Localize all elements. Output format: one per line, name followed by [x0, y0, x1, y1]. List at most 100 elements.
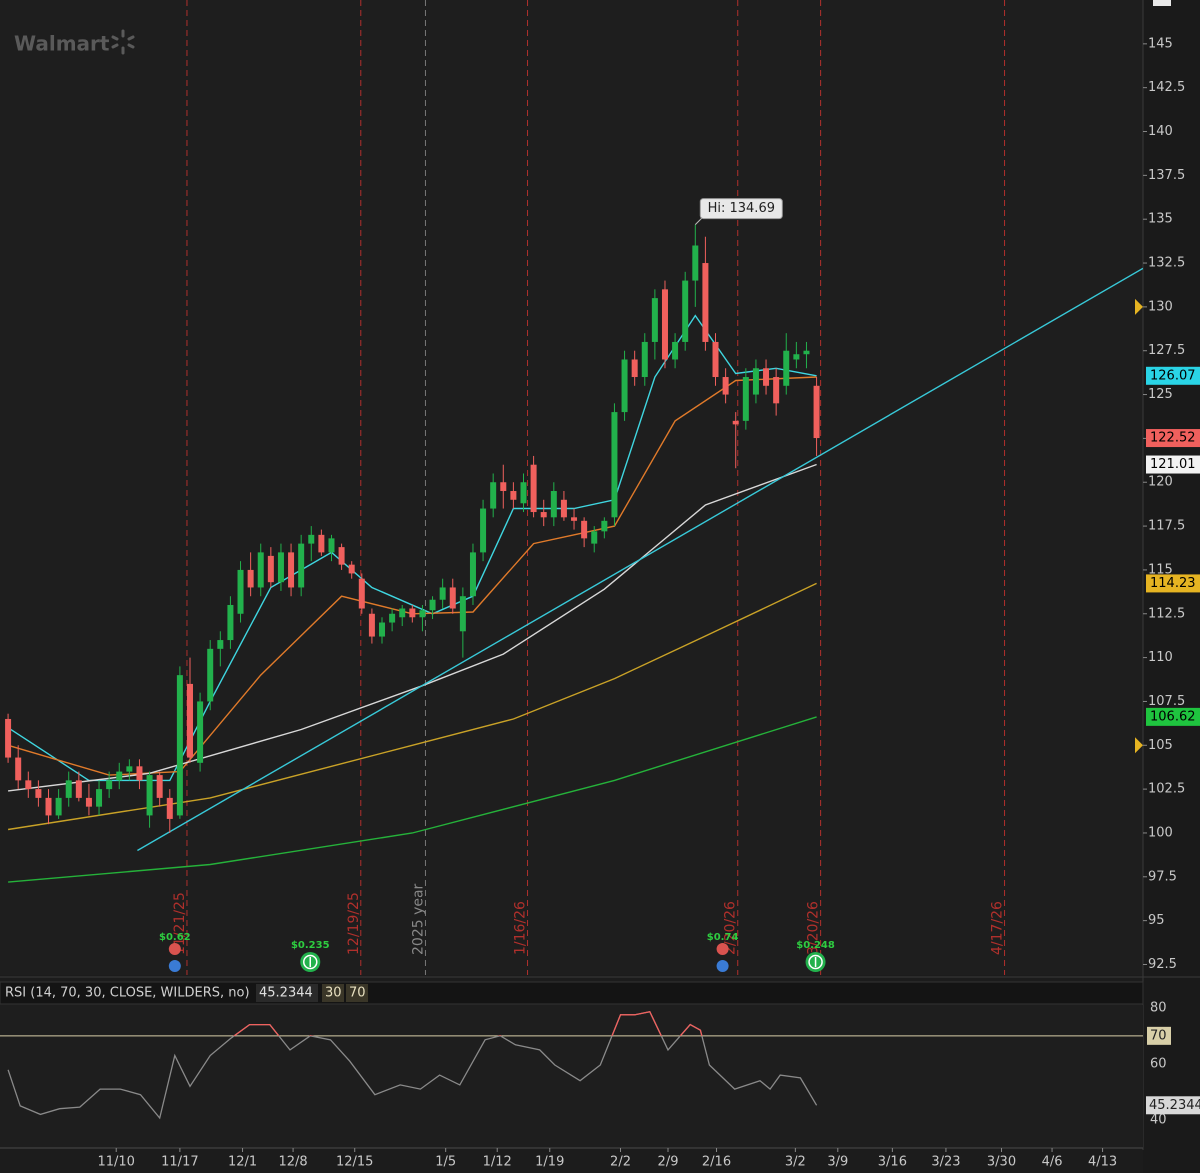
dividend-icon-ring — [303, 954, 318, 970]
candle-body — [641, 341, 648, 378]
candle-body — [197, 701, 204, 763]
rsi-tick-label: 60 — [1150, 1056, 1167, 1071]
candle-body — [247, 569, 254, 588]
candle-body — [783, 350, 790, 386]
candle-body — [15, 757, 22, 781]
candle-body — [409, 608, 416, 618]
candle-body — [85, 797, 92, 807]
x-tick-label: 3/9 — [827, 1155, 848, 1170]
alert-marker — [1135, 737, 1143, 754]
candle-body — [500, 482, 507, 492]
candle-body — [328, 538, 335, 553]
rsi-value-label: 45.2344 — [1149, 1098, 1200, 1113]
candle-body — [96, 789, 103, 807]
dividend-icon-ring — [808, 954, 823, 970]
candle-body — [510, 491, 517, 500]
candle-body — [661, 289, 668, 360]
rsi-header-os-bg — [322, 984, 344, 1002]
y-tick-label: 132.5 — [1148, 256, 1185, 271]
rsi-tick-label: 40 — [1150, 1112, 1167, 1127]
earnings-icon — [168, 943, 181, 955]
candle-body — [338, 547, 345, 565]
candle-body — [166, 797, 173, 819]
price-label: 106.62 — [1150, 709, 1196, 724]
x-tick-label: 3/30 — [987, 1155, 1016, 1170]
earnings-icon-2 — [168, 960, 181, 972]
y-tick-label: 95 — [1148, 913, 1165, 928]
x-tick-label: 12/15 — [336, 1155, 373, 1170]
candle-body — [581, 520, 588, 539]
candle-body — [480, 508, 487, 553]
candle-body — [75, 780, 82, 798]
y-tick-label: 142.5 — [1148, 80, 1185, 95]
candle-body — [571, 517, 578, 521]
x-tick-label: 11/17 — [161, 1155, 198, 1170]
candle-body — [540, 512, 547, 518]
annotation-text: Hi: 134.69 — [708, 201, 775, 216]
candle-body — [25, 780, 32, 790]
trendline — [137, 267, 1143, 852]
candle-body — [550, 491, 557, 518]
y-tick-label: 115 — [1148, 562, 1173, 577]
x-tick-label: 4/6 — [1042, 1155, 1063, 1170]
candle-body — [520, 482, 527, 504]
earnings-icon — [716, 943, 729, 955]
rsi-value-bg — [1146, 1096, 1200, 1115]
x-tick-label: 11/10 — [97, 1155, 134, 1170]
y-tick-label: 100 — [1148, 825, 1173, 840]
candle-body — [732, 420, 739, 425]
price-label-bg — [1146, 429, 1200, 448]
candle-body — [621, 359, 628, 413]
y-tick-label: 125 — [1148, 387, 1173, 402]
x-tick-label: 2/16 — [702, 1155, 731, 1170]
candle-body — [217, 640, 224, 649]
candle-body — [490, 482, 497, 509]
candle-body — [348, 564, 355, 574]
candle-body — [672, 341, 679, 360]
event-label: 2/20/26 — [723, 901, 739, 955]
candle-body — [419, 610, 426, 618]
y-tick-label: 140 — [1148, 124, 1173, 139]
candle-body — [257, 552, 264, 588]
candle-body — [358, 578, 365, 609]
y-tick-label: 130 — [1148, 299, 1173, 314]
candle-body — [702, 263, 709, 342]
plot-area — [5, 0, 1143, 975]
moving-average — [8, 716, 817, 883]
candle-body — [368, 613, 375, 637]
rsi-panel — [0, 1005, 1143, 1148]
action-label: $0.62 — [159, 932, 191, 943]
candle-body — [389, 613, 396, 623]
candle-body — [237, 569, 244, 614]
candle-body — [126, 766, 133, 772]
candle-body — [469, 552, 476, 597]
event-label: 3/20/26 — [806, 901, 822, 955]
candle-body — [773, 377, 780, 404]
y-tick-label: 110 — [1148, 650, 1173, 665]
price-label: 114.23 — [1150, 576, 1196, 591]
candle-body — [631, 359, 638, 378]
candle-body — [682, 280, 689, 342]
candle-body — [459, 596, 466, 632]
y-tick-label: 137.5 — [1148, 168, 1185, 183]
x-tick-label: 2/2 — [610, 1155, 631, 1170]
candle-body — [207, 648, 214, 702]
candle-body — [45, 797, 52, 816]
y-tick-label: 117.5 — [1148, 519, 1185, 534]
candle-body — [308, 534, 315, 544]
rsi-tick-label: 80 — [1150, 1000, 1167, 1015]
candle-body — [399, 608, 406, 618]
y-tick-label: 112.5 — [1148, 606, 1185, 621]
price-label: 121.01 — [1150, 457, 1196, 472]
rsi-overbought-line — [233, 1010, 703, 1036]
candle-body — [752, 368, 759, 395]
x-tick-label: 12/1 — [228, 1155, 257, 1170]
candle-body — [156, 775, 163, 798]
overbought-label: 70 — [1150, 1028, 1167, 1043]
candle-body — [298, 543, 305, 588]
event-label: 1/16/26 — [513, 901, 529, 955]
y-tick-label: 92.5 — [1148, 957, 1177, 972]
candle-body — [288, 552, 295, 588]
candle-body — [227, 604, 234, 641]
